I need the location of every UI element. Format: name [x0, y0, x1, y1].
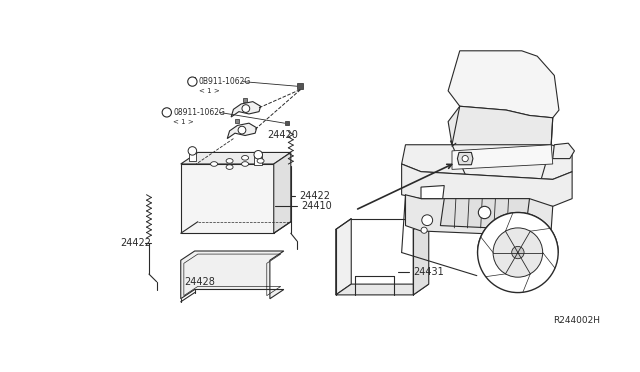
Text: 08911-1062G: 08911-1062G [173, 108, 225, 117]
Circle shape [421, 227, 428, 233]
Text: N: N [164, 108, 170, 117]
Text: 24422: 24422 [300, 191, 330, 201]
Polygon shape [336, 219, 351, 295]
Circle shape [462, 155, 468, 162]
Ellipse shape [211, 162, 218, 166]
Polygon shape [458, 153, 473, 165]
Text: 24420: 24420 [268, 131, 298, 141]
Polygon shape [189, 153, 196, 161]
Polygon shape [402, 145, 572, 179]
Polygon shape [180, 153, 291, 164]
Text: N: N [189, 77, 196, 86]
Polygon shape [274, 153, 291, 233]
Text: R244002H: R244002H [553, 316, 600, 325]
Polygon shape [440, 199, 529, 230]
Circle shape [242, 105, 250, 112]
Circle shape [162, 108, 172, 117]
Ellipse shape [226, 158, 233, 163]
Polygon shape [227, 123, 257, 139]
Polygon shape [254, 156, 262, 165]
Text: < 1 >: < 1 > [173, 119, 194, 125]
Polygon shape [448, 51, 559, 118]
Polygon shape [180, 251, 284, 299]
Circle shape [188, 147, 196, 155]
Text: 24410: 24410 [301, 201, 332, 211]
Circle shape [493, 228, 543, 277]
Polygon shape [413, 219, 429, 295]
Text: 24431: 24431 [413, 267, 444, 277]
Polygon shape [235, 119, 239, 123]
Text: 24422: 24422 [120, 238, 151, 248]
Ellipse shape [241, 155, 248, 160]
Polygon shape [553, 143, 575, 158]
Polygon shape [448, 106, 553, 151]
Polygon shape [336, 284, 429, 295]
Circle shape [511, 246, 524, 259]
Circle shape [188, 77, 197, 86]
Polygon shape [421, 186, 444, 199]
Ellipse shape [241, 162, 248, 166]
Polygon shape [243, 98, 246, 102]
Polygon shape [452, 145, 553, 169]
Polygon shape [231, 102, 260, 117]
Circle shape [238, 126, 246, 134]
Polygon shape [297, 83, 303, 89]
Text: 24428: 24428 [185, 277, 216, 287]
Polygon shape [402, 164, 572, 206]
Circle shape [422, 215, 433, 225]
Text: < 1 >: < 1 > [198, 88, 220, 94]
Ellipse shape [257, 158, 264, 163]
Circle shape [254, 151, 262, 159]
Polygon shape [285, 121, 289, 125]
Polygon shape [180, 164, 274, 233]
Circle shape [478, 206, 491, 219]
Circle shape [477, 212, 558, 293]
Text: 0B911-1062G: 0B911-1062G [198, 77, 251, 86]
Polygon shape [406, 195, 553, 235]
Ellipse shape [226, 165, 233, 169]
